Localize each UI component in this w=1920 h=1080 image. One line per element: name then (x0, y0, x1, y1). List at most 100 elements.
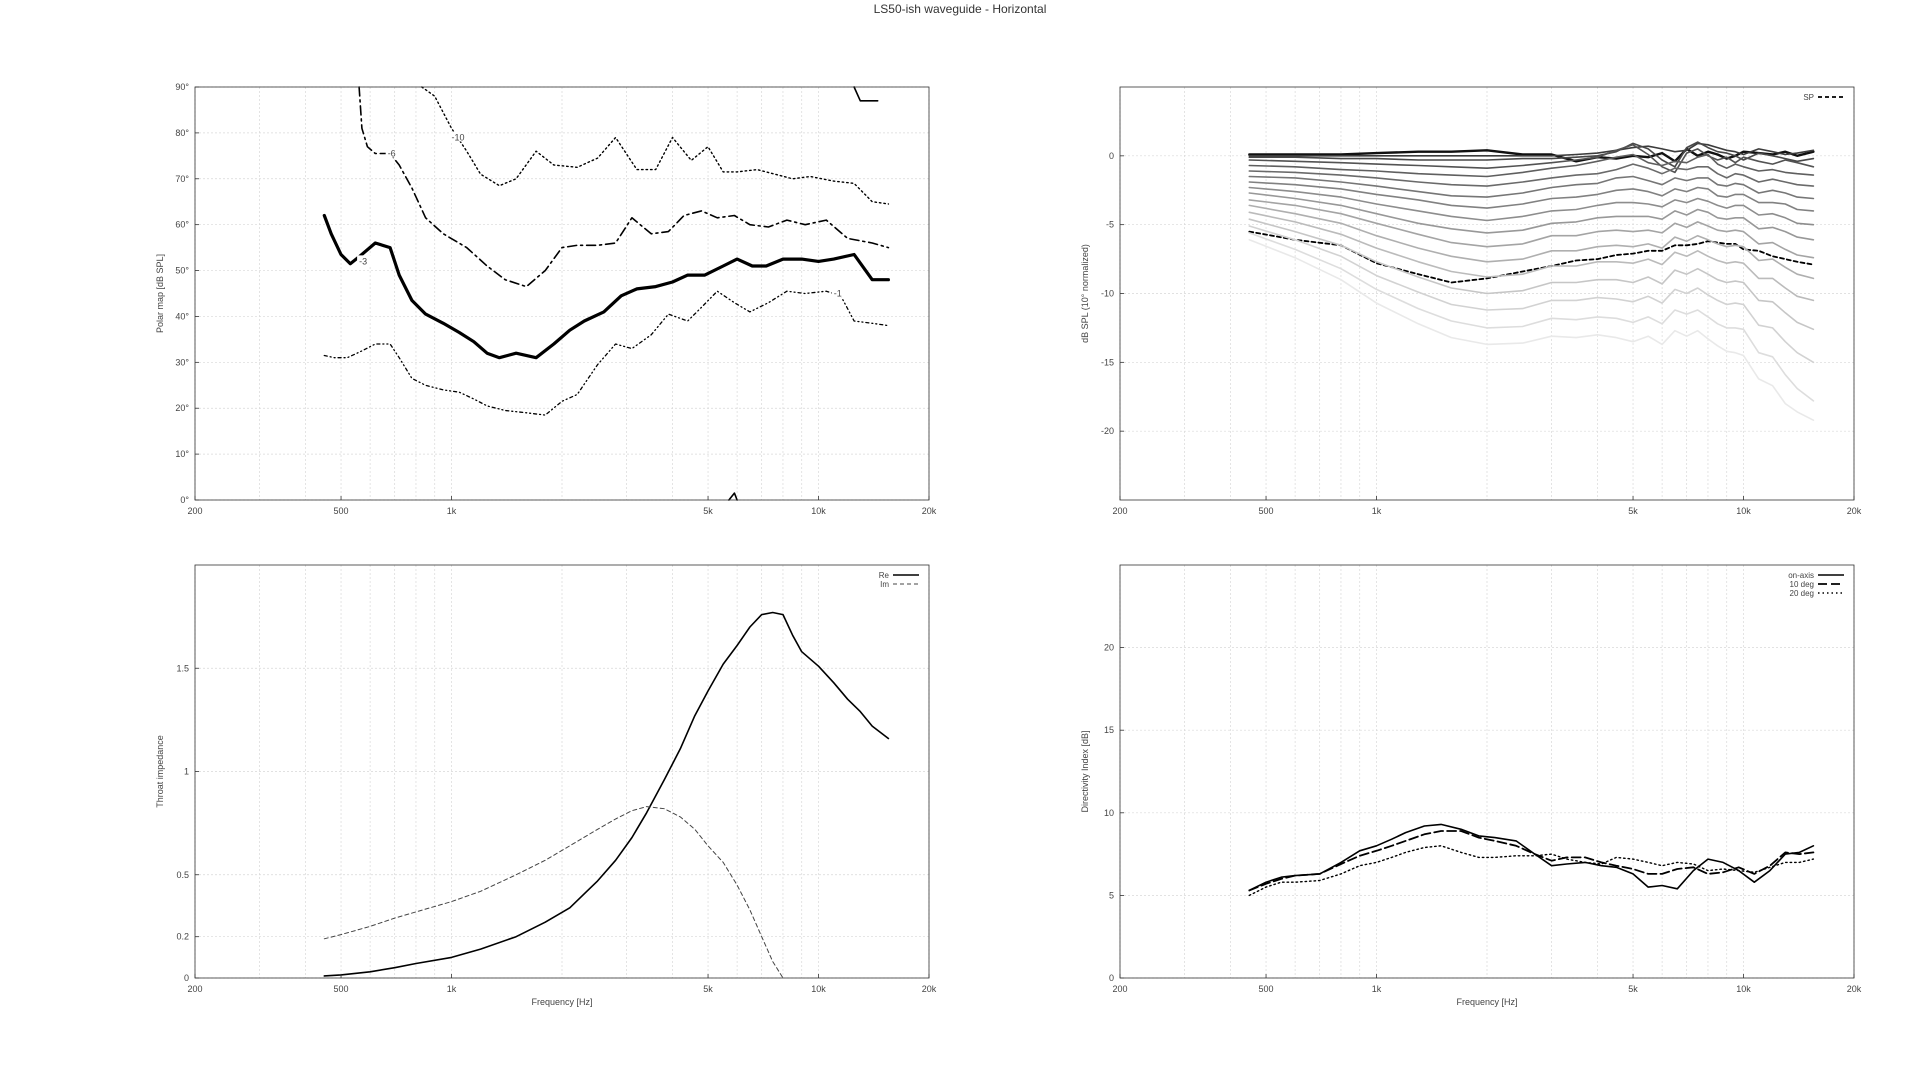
y-tick-label: 0° (180, 495, 189, 505)
polar-series-line-3 (323, 290, 890, 416)
polar-map-panel: -3 -6 -10 -1 200 500 1k 5k 10k 20k 0° 10° 20° 30° 40° 5… (155, 82, 937, 516)
polar-series-line-2 (421, 86, 890, 205)
impedance-series-line-1 (323, 806, 784, 979)
contour-label-bg (449, 131, 469, 142)
y-tick-label: 1.5 (176, 663, 189, 673)
normalized-series-line-5 (1248, 153, 1815, 178)
y-tick-label: 60° (175, 220, 189, 230)
x-tick-label: 200 (187, 984, 202, 994)
plot-frame (1119, 564, 1855, 979)
polar-series-line-0 (322, 213, 891, 360)
plot-frame (194, 86, 930, 501)
y-tick-label: 20 (1104, 643, 1114, 653)
y-tick-label: 30° (175, 357, 189, 367)
x-tick-label: 500 (1259, 506, 1274, 516)
directivity-index-panel: 200 500 1k 5k 10k 20k 0 5 10 15 20 Directivity Inde… (1080, 564, 1862, 1007)
legend-label: 10 deg (1790, 580, 1814, 589)
y-tick-label: 40° (175, 311, 189, 321)
normalized-series-line-4 (1248, 144, 1815, 174)
legend-label: SP (1803, 93, 1814, 102)
x-tick-label: 5k (703, 506, 713, 516)
legend-label: on-axis (1788, 571, 1814, 580)
x-tick-label: 20k (922, 984, 937, 994)
y-tick-label: 20° (175, 403, 189, 413)
x-tick-label: 20k (1847, 506, 1862, 516)
normalized-series-line-8 (1248, 181, 1815, 212)
x-tick-label: 500 (334, 984, 349, 994)
normalized-series-line-3 (1248, 141, 1815, 168)
legend-label: 20 deg (1790, 589, 1814, 598)
x-tick-label: 200 (1112, 506, 1127, 516)
x-tick-label: 5k (703, 984, 713, 994)
x-tick-label: 10k (811, 984, 826, 994)
page-title: LS50-ish waveguide - Horizontal (873, 2, 1047, 16)
y-axis-label: dB SPL (10° normalized) (1080, 244, 1090, 343)
contour-label-bg (385, 147, 400, 158)
contour-label: -6 (388, 149, 396, 159)
normalized-series-line-9 (1248, 186, 1815, 226)
y-tick-label: 90° (175, 82, 189, 92)
normalized-series-line-14 (1248, 218, 1815, 331)
normalized-series-line-16 (1248, 232, 1815, 402)
polar-series-line-1 (358, 86, 890, 288)
legend-label: Im (880, 580, 889, 589)
normalized-series-line-12 (1248, 204, 1815, 280)
y-tick-label: 70° (175, 174, 189, 184)
contour-label: -10 (452, 132, 465, 142)
directivity-series-line-1 (1248, 830, 1815, 892)
y-tick-label: -20 (1101, 426, 1114, 436)
contour-label-bg (357, 255, 372, 266)
x-tick-label: 5k (1628, 506, 1638, 516)
y-axis-label: Directivity Index [dB] (1080, 730, 1090, 812)
normalized-series-line-15 (1248, 225, 1815, 364)
polar-series-line-5 (853, 86, 879, 102)
normalized-series-line-17 (1248, 239, 1815, 422)
legend-label: Re (879, 571, 890, 580)
y-tick-label: 80° (175, 128, 189, 138)
normalized-series-line-2 (1248, 142, 1815, 157)
directivity-series-line-0 (1248, 823, 1815, 892)
x-axis-label: Frequency [Hz] (531, 997, 592, 1007)
normalized-series-line-11 (1248, 199, 1815, 259)
throat-impedance-panel: 200 500 1k 5k 10k 20k 0 0.2 0.5 1 1.5 Throat impeda… (155, 564, 937, 1007)
x-tick-label: 500 (334, 506, 349, 516)
y-tick-label: 15 (1104, 725, 1114, 735)
x-tick-label: 1k (447, 506, 457, 516)
normalized-series-line-6 (1248, 163, 1815, 187)
impedance-series-line-0 (323, 611, 890, 977)
normalized-series-line-10 (1248, 192, 1815, 241)
y-tick-label: -10 (1101, 289, 1114, 299)
x-tick-label: 200 (1112, 984, 1127, 994)
y-tick-label: 0 (184, 973, 189, 983)
contour-label: -1 (834, 289, 842, 299)
y-tick-label: -5 (1106, 220, 1114, 230)
directivity-series-line-2 (1248, 845, 1815, 897)
y-tick-label: 1 (184, 767, 189, 777)
y-tick-label: 5 (1109, 890, 1114, 900)
x-tick-label: 10k (1736, 506, 1751, 516)
y-tick-label: 10 (1104, 808, 1114, 818)
x-tick-label: 20k (922, 506, 937, 516)
y-tick-label: 0 (1109, 973, 1114, 983)
x-tick-label: 10k (811, 506, 826, 516)
x-axis-label: Frequency [Hz] (1456, 997, 1517, 1007)
y-tick-label: -15 (1101, 357, 1114, 367)
x-tick-label: 20k (1847, 984, 1862, 994)
x-tick-label: 1k (1372, 506, 1382, 516)
polar-series-line-4 (728, 492, 738, 501)
y-tick-label: 0.5 (176, 870, 189, 880)
contour-label: -3 (359, 256, 367, 266)
x-tick-label: 200 (187, 506, 202, 516)
y-tick-label: 0.2 (176, 932, 189, 942)
x-tick-label: 1k (447, 984, 457, 994)
x-tick-label: 500 (1259, 984, 1274, 994)
normalized-spl-panel: 200 500 1k 5k 10k 20k 0 -5 -10 -15 -20 dB SPL (10° … (1080, 86, 1862, 516)
y-axis-label: Throat impedance (155, 735, 165, 808)
x-tick-label: 5k (1628, 984, 1638, 994)
contour-label-bg (831, 287, 846, 298)
x-tick-label: 1k (1372, 984, 1382, 994)
y-tick-label: 50° (175, 266, 189, 276)
y-tick-label: 0 (1109, 151, 1114, 161)
y-tick-label: 10° (175, 449, 189, 459)
